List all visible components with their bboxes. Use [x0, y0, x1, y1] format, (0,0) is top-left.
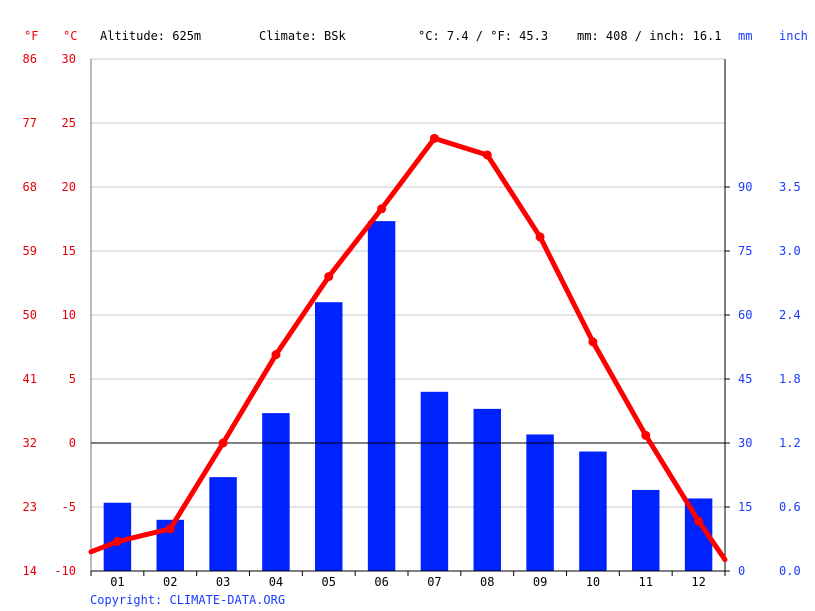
temperature-point [588, 337, 598, 347]
fahrenheit-unit-label: °F [24, 29, 38, 43]
fahrenheit-tick-label: 50 [23, 308, 37, 322]
precipitation-bar [632, 489, 660, 571]
temperature-point [324, 272, 334, 282]
mm-tick-label: 0 [738, 564, 745, 578]
temperature-point [218, 438, 228, 448]
copyright-link[interactable]: Copyright: CLIMATE-DATA.ORG [90, 593, 285, 607]
temperature-series-line [88, 135, 728, 563]
month-tick-label: 03 [216, 575, 230, 589]
precipitation-bar [420, 391, 449, 571]
month-tick-label: 04 [269, 575, 283, 589]
fahrenheit-tick-label: 77 [23, 116, 37, 130]
precipitation-bar [526, 434, 554, 571]
temperature-point [112, 537, 122, 547]
inch-tick-label: 2.4 [779, 308, 801, 322]
fahrenheit-tick-label: 86 [23, 52, 37, 66]
inch-tick-label: 0.0 [779, 564, 801, 578]
climate-label: Climate: BSk [259, 29, 346, 43]
fahrenheit-tick-label: 59 [23, 244, 37, 258]
precipitation-bar [579, 451, 607, 571]
mm-tick-label: 15 [738, 500, 752, 514]
fahrenheit-tick-label: 68 [23, 180, 37, 194]
chart-axes [90, 59, 730, 576]
fahrenheit-tick-label: 14 [23, 564, 37, 578]
celsius-tick-label: -5 [62, 500, 76, 514]
precipitation-bar [262, 413, 290, 571]
celsius-tick-label: 30 [62, 52, 76, 66]
celsius-tick-label: -10 [54, 564, 76, 578]
mm-unit-label: mm [738, 29, 752, 43]
month-tick-label: 07 [427, 575, 441, 589]
celsius-tick-label: 10 [62, 308, 76, 322]
month-tick-label: 11 [639, 575, 653, 589]
temperature-line [88, 133, 728, 563]
celsius-tick-label: 20 [62, 180, 76, 194]
precipitation-average-label: mm: 408 / inch: 16.1 [577, 29, 722, 43]
temperature-point [429, 133, 439, 143]
fahrenheit-tick-label: 41 [23, 372, 37, 386]
month-tick-label: 10 [586, 575, 600, 589]
temperature-point [377, 204, 387, 214]
temperature-point [641, 430, 651, 440]
gridlines [91, 58, 725, 508]
inch-tick-label: 1.2 [779, 436, 801, 450]
month-tick-label: 01 [110, 575, 124, 589]
inch-unit-label: inch [779, 29, 808, 43]
precipitation-bar [315, 302, 343, 571]
month-tick-label: 08 [480, 575, 494, 589]
fahrenheit-tick-label: 32 [23, 436, 37, 450]
temperature-point [482, 150, 492, 160]
inch-tick-label: 1.8 [779, 372, 801, 386]
celsius-tick-label: 0 [69, 436, 76, 450]
mm-tick-label: 30 [738, 436, 752, 450]
celsius-tick-label: 5 [69, 372, 76, 386]
inch-tick-label: 3.5 [779, 180, 801, 194]
altitude-label: Altitude: 625m [100, 29, 201, 43]
mm-tick-label: 75 [738, 244, 752, 258]
temperature-average-label: °C: 7.4 / °F: 45.3 [418, 29, 548, 43]
celsius-unit-label: °C [63, 29, 77, 43]
inch-tick-label: 3.0 [779, 244, 801, 258]
fahrenheit-tick-label: 23 [23, 500, 37, 514]
mm-tick-label: 60 [738, 308, 752, 322]
temperature-point [694, 516, 704, 526]
mm-tick-label: 90 [738, 180, 752, 194]
month-tick-label: 02 [163, 575, 177, 589]
month-tick-label: 06 [374, 575, 388, 589]
precipitation-bar [209, 477, 237, 571]
precipitation-bar [367, 221, 396, 571]
month-tick-label: 12 [691, 575, 705, 589]
temperature-point [535, 232, 545, 242]
celsius-tick-label: 25 [62, 116, 76, 130]
precipitation-bar [473, 408, 501, 571]
celsius-tick-label: 15 [62, 244, 76, 258]
month-tick-label: 09 [533, 575, 547, 589]
temperature-point [165, 524, 175, 534]
mm-tick-label: 45 [738, 372, 752, 386]
month-tick-label: 05 [322, 575, 336, 589]
temperature-point [271, 350, 281, 360]
inch-tick-label: 0.6 [779, 500, 801, 514]
